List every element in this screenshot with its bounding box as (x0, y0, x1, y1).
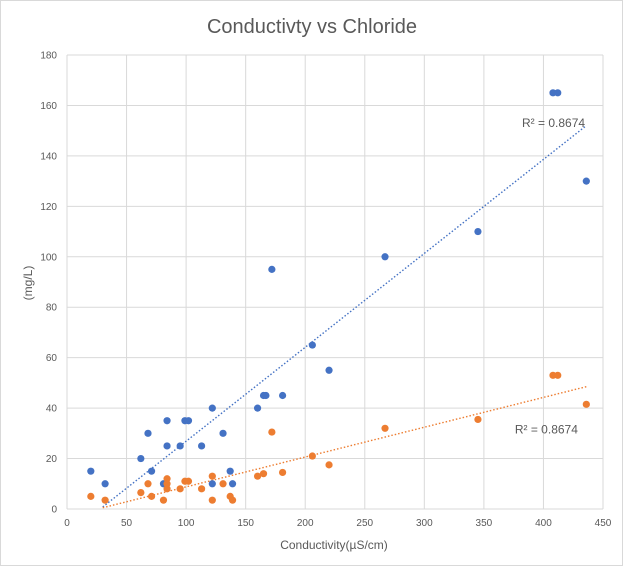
y-tick-label: 0 (51, 505, 57, 516)
series-orange-point (325, 461, 333, 469)
series-blue-point (101, 480, 109, 488)
series-blue-point (582, 177, 590, 185)
trendlines (102, 125, 587, 509)
series-blue-point (176, 442, 184, 450)
series-blue-point (144, 429, 152, 437)
series-blue-point (381, 253, 389, 261)
series-blue-point (219, 429, 227, 437)
series-orange-point (147, 492, 156, 500)
series-blue-point (163, 417, 171, 425)
x-tick-label: 250 (356, 518, 373, 529)
series-orange-point (474, 415, 482, 424)
series-orange-point (163, 485, 171, 493)
r-squared-label: R² = 0.8674 (522, 116, 585, 130)
y-tick-label: 20 (46, 454, 58, 465)
x-tick-label: 300 (416, 518, 433, 529)
series-blue-point (228, 480, 237, 488)
series-orange-point (163, 475, 171, 483)
series-orange-point (159, 496, 168, 504)
series-blue-point (147, 467, 156, 475)
series-blue-point (163, 442, 171, 450)
series-blue-point (278, 391, 287, 400)
series-orange-point (144, 480, 152, 488)
series-orange-point (184, 477, 193, 485)
series-orange-point (259, 470, 268, 478)
series-orange-point (381, 424, 389, 432)
tick-labels: 0 50 100 150 200 250 300 350 400 450 0 20 40 60 80 100 1… (40, 51, 611, 530)
y-tick-label: 120 (40, 202, 57, 213)
series-orange-point (137, 489, 145, 497)
x-tick-label: 450 (595, 518, 612, 529)
series-orange-point (554, 371, 562, 379)
x-tick-label: 100 (178, 518, 195, 529)
series-blue-point (87, 467, 95, 475)
series-blue-point (268, 265, 276, 273)
data-points (87, 89, 590, 504)
series-orange-point (163, 480, 171, 488)
series-blue-point (554, 89, 562, 97)
series-orange-point (253, 472, 262, 480)
series-blue-point (262, 391, 270, 400)
series-orange-point (582, 400, 590, 408)
x-tick-label: 200 (297, 518, 314, 529)
series-orange-point (87, 492, 95, 500)
annotations: R² = 0.8674 R² = 0.8674 (515, 116, 586, 436)
series-orange-point (268, 428, 276, 436)
y-tick-label: 40 (46, 404, 58, 415)
series-blue-point (253, 404, 262, 412)
series-blue-point (474, 227, 482, 236)
series-blue-point (325, 366, 333, 374)
y-tick-label: 140 (40, 151, 57, 162)
series-orange-point (101, 496, 109, 504)
x-tick-label: 150 (237, 518, 254, 529)
series-blue-point (137, 454, 145, 463)
chart-title: Conductivty vs Chloride (207, 16, 417, 38)
series-orange-point (278, 468, 287, 477)
r-squared-label: R² = 0.8674 (515, 422, 578, 436)
series-blue-point (226, 467, 234, 475)
x-axis-label: Conductivity(µS/cm) (280, 538, 388, 552)
series-orange-point (219, 480, 227, 488)
series-blue-point (208, 404, 216, 412)
series-orange-point (308, 452, 316, 460)
series-orange-point (197, 485, 206, 493)
series-blue-point (184, 417, 193, 425)
x-tick-label: 400 (535, 518, 552, 529)
y-tick-label: 180 (40, 51, 57, 62)
series-orange-point (208, 496, 216, 504)
series-blue-point (197, 442, 206, 450)
y-tick-label: 80 (46, 303, 58, 314)
series-orange-trendline (102, 385, 587, 509)
series-orange-point (208, 472, 216, 480)
x-tick-label: 0 (64, 518, 70, 529)
gridlines (66, 54, 604, 510)
y-tick-label: 100 (40, 252, 57, 263)
y-tick-label: 160 (40, 101, 57, 112)
series-blue-point (308, 341, 316, 349)
series-orange-point (176, 485, 184, 493)
series-blue-trendline (102, 125, 587, 508)
y-axis-label: (mg/L) (21, 266, 35, 301)
series-blue-point (208, 480, 216, 488)
x-tick-label: 50 (121, 518, 133, 529)
x-tick-label: 350 (476, 518, 493, 529)
y-tick-label: 60 (46, 353, 58, 364)
series-orange-point (228, 496, 237, 504)
